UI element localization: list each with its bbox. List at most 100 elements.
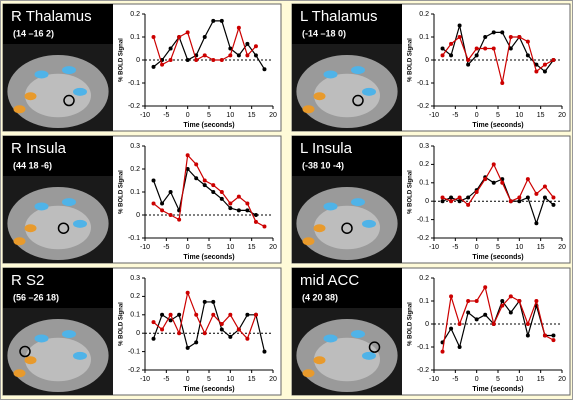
x-tick-label: 5 [496, 244, 500, 251]
activation-orange [25, 224, 37, 232]
data-point [551, 196, 555, 200]
data-point [245, 202, 249, 206]
data-point [228, 206, 232, 210]
y-tick-label: -0.1 [128, 348, 140, 355]
data-point [483, 177, 487, 181]
activation-orange [314, 224, 326, 232]
data-point [160, 313, 164, 317]
x-tick-label: 0 [475, 244, 479, 251]
data-point [186, 58, 190, 62]
x-tick-label: -5 [452, 112, 458, 119]
x-tick-label: 20 [558, 112, 566, 119]
data-point [449, 294, 453, 298]
data-point [211, 300, 215, 304]
data-point [169, 213, 173, 217]
x-axis-label: Time (seconds) [472, 386, 523, 393]
data-point [543, 63, 547, 67]
data-point [203, 331, 207, 335]
x-tick-label: 5 [496, 376, 500, 383]
data-point [500, 181, 504, 185]
data-point [551, 58, 555, 62]
x-tick-label: 20 [558, 244, 566, 251]
data-point [441, 53, 445, 57]
y-tick-label: -0.2 [417, 367, 429, 374]
x-tick-label: 20 [269, 112, 277, 119]
activation-blue [73, 352, 87, 360]
data-point [500, 299, 504, 303]
data-point [262, 67, 266, 71]
data-point [449, 199, 453, 203]
data-point [475, 47, 479, 51]
data-point [449, 42, 453, 46]
activation-blue [35, 334, 49, 342]
x-tick-label: -5 [452, 244, 458, 251]
y-tick-label: 0.3 [419, 143, 429, 150]
y-tick-label: -0.2 [417, 235, 429, 242]
x-tick-label: 5 [496, 112, 500, 119]
data-point [152, 337, 156, 341]
data-point [458, 196, 462, 200]
activation-orange [25, 356, 37, 364]
x-tick-label: 0 [475, 376, 479, 383]
activation-blue [351, 66, 365, 74]
y-tick-label: 0.2 [130, 166, 140, 173]
data-point [509, 311, 513, 315]
activation-blue [73, 88, 87, 96]
activation-orange [14, 237, 26, 245]
data-point [245, 53, 249, 57]
data-point [509, 199, 513, 203]
y-tick-label: 0.1 [419, 34, 429, 41]
data-point [526, 334, 530, 338]
data-point [262, 350, 266, 354]
activation-orange [314, 356, 326, 364]
data-point [237, 53, 241, 57]
x-tick-label: 10 [226, 112, 234, 119]
data-point [492, 322, 496, 326]
data-point [543, 70, 547, 74]
data-point [466, 58, 470, 62]
data-point [237, 195, 241, 199]
data-point [220, 58, 224, 62]
y-tick-label: 0 [136, 57, 140, 64]
x-axis-label: Time (seconds) [183, 254, 234, 261]
data-point [160, 202, 164, 206]
data-point [500, 81, 504, 85]
data-point [220, 19, 224, 23]
x-tick-label: 15 [537, 244, 545, 251]
data-point [458, 35, 462, 39]
data-point [203, 300, 207, 304]
y-tick-label: 0.1 [130, 34, 140, 41]
x-tick-label: 5 [207, 376, 211, 383]
data-point [152, 320, 156, 324]
figure: R Thalamus(14 –16 2)-0.2-0.100.10.2-10-5… [0, 0, 573, 400]
x-tick-label: -10 [140, 376, 150, 383]
y-tick-label: -0.2 [417, 103, 429, 110]
activation-blue [324, 334, 338, 342]
data-point [228, 202, 232, 206]
activation-orange [25, 92, 37, 100]
data-point [254, 313, 258, 317]
data-point [526, 196, 530, 200]
data-point [169, 190, 173, 194]
data-point [475, 53, 479, 57]
data-point [466, 203, 470, 207]
y-tick-label: 0 [425, 321, 429, 328]
x-tick-label: 0 [475, 112, 479, 119]
x-tick-label: 15 [248, 244, 256, 251]
data-point [492, 47, 496, 51]
y-axis-label: % BOLD Signal [408, 38, 414, 82]
data-point [152, 35, 156, 39]
y-axis-label: % BOLD Signal [119, 170, 125, 214]
activation-blue [62, 330, 76, 338]
data-point [509, 35, 513, 39]
x-tick-label: 10 [226, 244, 234, 251]
data-point [466, 311, 470, 315]
y-tick-label: 0.2 [130, 293, 140, 300]
y-axis-label: % BOLD Signal [408, 170, 414, 214]
data-point [534, 221, 538, 225]
data-point [220, 322, 224, 326]
y-tick-label: 0.1 [419, 298, 429, 305]
coordinates: (14 –16 2) [13, 28, 54, 38]
y-tick-label: 0.3 [130, 143, 140, 150]
data-point [483, 47, 487, 51]
